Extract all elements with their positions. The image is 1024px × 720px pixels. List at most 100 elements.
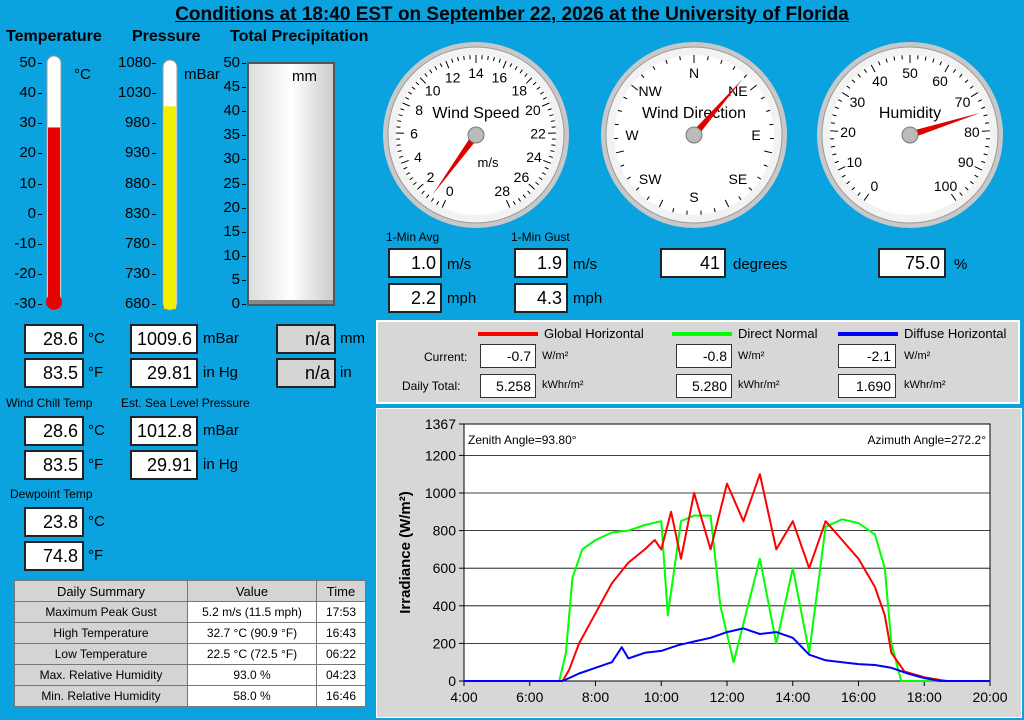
precipitation-tick-label: 5 (231, 270, 240, 288)
summary-row-value: 93.0 % (187, 664, 317, 686)
humidity-tick-mark (837, 99, 843, 102)
humidity-tick-mark (977, 99, 983, 102)
humidity-unit: % (954, 256, 968, 273)
dewpoint-f-value: 74.8 (24, 541, 84, 571)
precip-in-value: n/a (276, 358, 336, 388)
precipitation-tick-label: 20 (223, 198, 240, 216)
wind-direction-tick-mark (631, 84, 639, 91)
summary-header-value: Value (187, 580, 317, 602)
temperature-tick-mark (38, 93, 42, 95)
wind-chill-label: Wind Chill Temp (6, 396, 93, 410)
wind-speed-tick-mark (397, 120, 402, 122)
precipitation-tick-label: 50 (223, 54, 240, 71)
wind-speed-tick-label: 14 (468, 65, 484, 81)
humidity-tick-mark (974, 174, 979, 178)
wind-gust-ms-value: 1.9 (514, 248, 568, 278)
humidity-tick-mark (985, 122, 990, 124)
wind-speed-tick-mark (411, 86, 416, 90)
precipitation-tick-mark (242, 231, 246, 233)
current-global-unit: W/m² (542, 350, 569, 362)
daily-global-value: 5.258 (480, 374, 536, 398)
wind-direction-tick-mark (707, 56, 709, 61)
humidity-tick-mark (924, 56, 927, 61)
wind-speed-tick-mark (426, 194, 430, 199)
dewpoint-c-value: 23.8 (24, 507, 84, 537)
pressure-mbar-unit: mBar (203, 330, 239, 347)
wind-speed-tick-mark (535, 181, 539, 186)
summary-row-label: Maximum Peak Gust (14, 601, 188, 623)
wind-direction-tick-mark (766, 109, 771, 112)
summary-row-label: Min. Relative Humidity (14, 685, 188, 707)
wind-direction-needle (691, 79, 743, 138)
wind-direction-title: Wind Direction (642, 105, 746, 122)
wind-speed-tick-mark (398, 114, 403, 117)
wind-speed-tick-label: 2 (427, 169, 435, 185)
summary-row-time: 04:23 (316, 664, 366, 686)
current-global-value: -0.7 (480, 344, 536, 368)
wind-direction-tick-mark (665, 59, 668, 65)
wind-direction-tick-mark (652, 66, 656, 71)
humidity-tick-mark (834, 106, 839, 109)
pressure-tick-label: 880 (124, 174, 150, 192)
x-tick-label: 12:00 (709, 689, 744, 705)
wind-speed-tick-mark (400, 108, 405, 111)
current-label: Current: (424, 350, 468, 364)
wind-direction-tick-label: N (689, 65, 699, 81)
zenith-annotation: Zenith Angle=93.80° (468, 433, 577, 447)
x-tick-label: 4:00 (450, 689, 477, 705)
sea-level-mbar-value: 1012.8 (130, 416, 198, 446)
wind-speed-tick-mark (539, 91, 544, 95)
wind-speed-tick-mark (431, 197, 435, 202)
daily-direct-value: 5.280 (676, 374, 732, 398)
wind-direction-tick-mark (672, 208, 675, 213)
wind-direction-tick-mark (635, 187, 640, 191)
wind-speed-tick-mark (551, 144, 556, 146)
y-tick-label: 1000 (425, 485, 456, 501)
wind-speed-tick-mark (419, 77, 427, 84)
wind-direction-tick-mark (679, 56, 681, 61)
temperature-tick-mark (38, 273, 42, 275)
precipitation-tick-mark (242, 159, 246, 161)
y-tick-label: 1367 (425, 416, 456, 432)
summary-header-label: Daily Summary (14, 580, 188, 602)
table-row: High Temperature 32.7 °C (90.9 °F) 16:43 (14, 622, 366, 644)
humidity-tick-mark (964, 186, 969, 191)
precipitation-gauge (247, 62, 335, 306)
humidity-tick-mark (985, 145, 990, 148)
current-direct-value: -0.8 (676, 344, 732, 368)
daily-summary-table: Daily Summary Value Time Maximum Peak Gu… (14, 580, 366, 707)
wind-speed-tick-mark (417, 183, 424, 190)
wind-direction-tick-mark (658, 199, 664, 208)
humidity-tick-mark (969, 180, 974, 185)
y-tick-label: 600 (433, 560, 457, 576)
precipitation-tick-label: 0 (231, 295, 240, 312)
wind-speed-tick-mark (514, 66, 518, 71)
humidity-tick-label: 10 (846, 154, 862, 170)
legend-diffuse-swatch (838, 332, 898, 336)
humidity-tick-mark (841, 174, 846, 178)
wind-speed-tick-mark (541, 172, 546, 175)
wind-direction-tick-mark (646, 196, 650, 201)
precipitation-tick-label: 30 (223, 150, 240, 168)
dewpoint-f-unit: °F (88, 547, 104, 564)
x-tick-label: 10:00 (644, 689, 679, 705)
humidity-hub (901, 126, 919, 144)
wind-speed-tick-label: 0 (446, 183, 454, 199)
temp-f-unit: °F (88, 364, 104, 381)
wind-speed-tick-label: 8 (415, 102, 423, 118)
humidity-tick-mark (857, 192, 861, 196)
azimuth-annotation: Azimuth Angle=272.2° (867, 433, 986, 447)
table-row: Max. Relative Humidity 93.0 % 04:23 (14, 664, 366, 686)
wind-speed-tick-mark (538, 177, 543, 181)
wind-speed-hub (467, 126, 485, 144)
precipitation-tick-mark (242, 255, 246, 257)
temperature-tick-label: 40 (19, 84, 36, 102)
wind-speed-tick-label: 12 (445, 70, 461, 86)
wind-gust-ms-unit: m/s (573, 256, 598, 273)
wind-speed-tick-label: 18 (512, 83, 528, 99)
wind-speed-tick-label: 26 (514, 169, 530, 185)
sea-level-inhg-unit: in Hg (203, 456, 239, 473)
wind-speed-tick-label: 22 (530, 125, 546, 141)
wind-direction-tick-mark (757, 176, 762, 180)
temperature-tick-label: 20 (19, 144, 36, 162)
